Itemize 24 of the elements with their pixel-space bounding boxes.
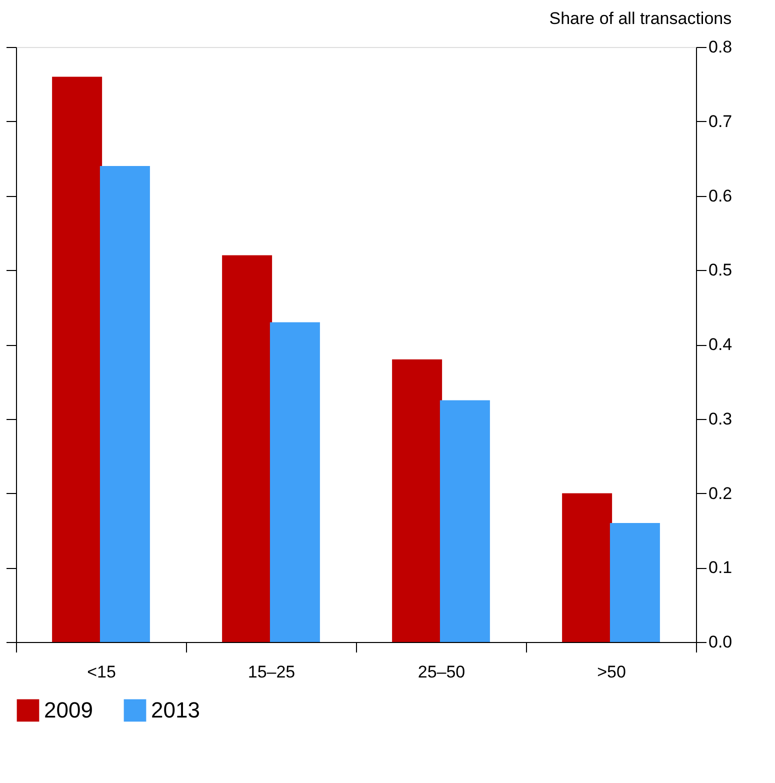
bar bbox=[222, 255, 272, 642]
bar bbox=[270, 322, 320, 642]
y-axis-title: Share of all transactions bbox=[549, 9, 732, 28]
bar bbox=[562, 493, 612, 642]
y-tick-label: 0.7 bbox=[708, 112, 732, 131]
bar bbox=[392, 359, 442, 642]
bar bbox=[100, 166, 150, 642]
x-tick-label: <15 bbox=[87, 662, 116, 682]
y-tick-label: 0.8 bbox=[708, 38, 732, 56]
x-tick-label: 25–50 bbox=[418, 662, 466, 682]
y-tick-label: 0.5 bbox=[708, 260, 732, 280]
bar bbox=[52, 76, 102, 642]
bar bbox=[610, 523, 660, 642]
legend-label: 2009 bbox=[44, 697, 93, 722]
y-tick-label: 0.1 bbox=[708, 558, 732, 578]
legend-label: 2013 bbox=[151, 697, 200, 722]
x-tick-label: >50 bbox=[597, 662, 626, 682]
y-tick-label: 0.0 bbox=[708, 632, 732, 652]
y-tick-label: 0.2 bbox=[708, 484, 732, 503]
bar bbox=[440, 400, 490, 642]
y-tick-label: 0.4 bbox=[708, 335, 732, 354]
y-tick-label: 0.3 bbox=[708, 409, 732, 428]
x-tick-label: 15–25 bbox=[248, 662, 296, 682]
y-tick-label: 0.6 bbox=[708, 186, 732, 206]
